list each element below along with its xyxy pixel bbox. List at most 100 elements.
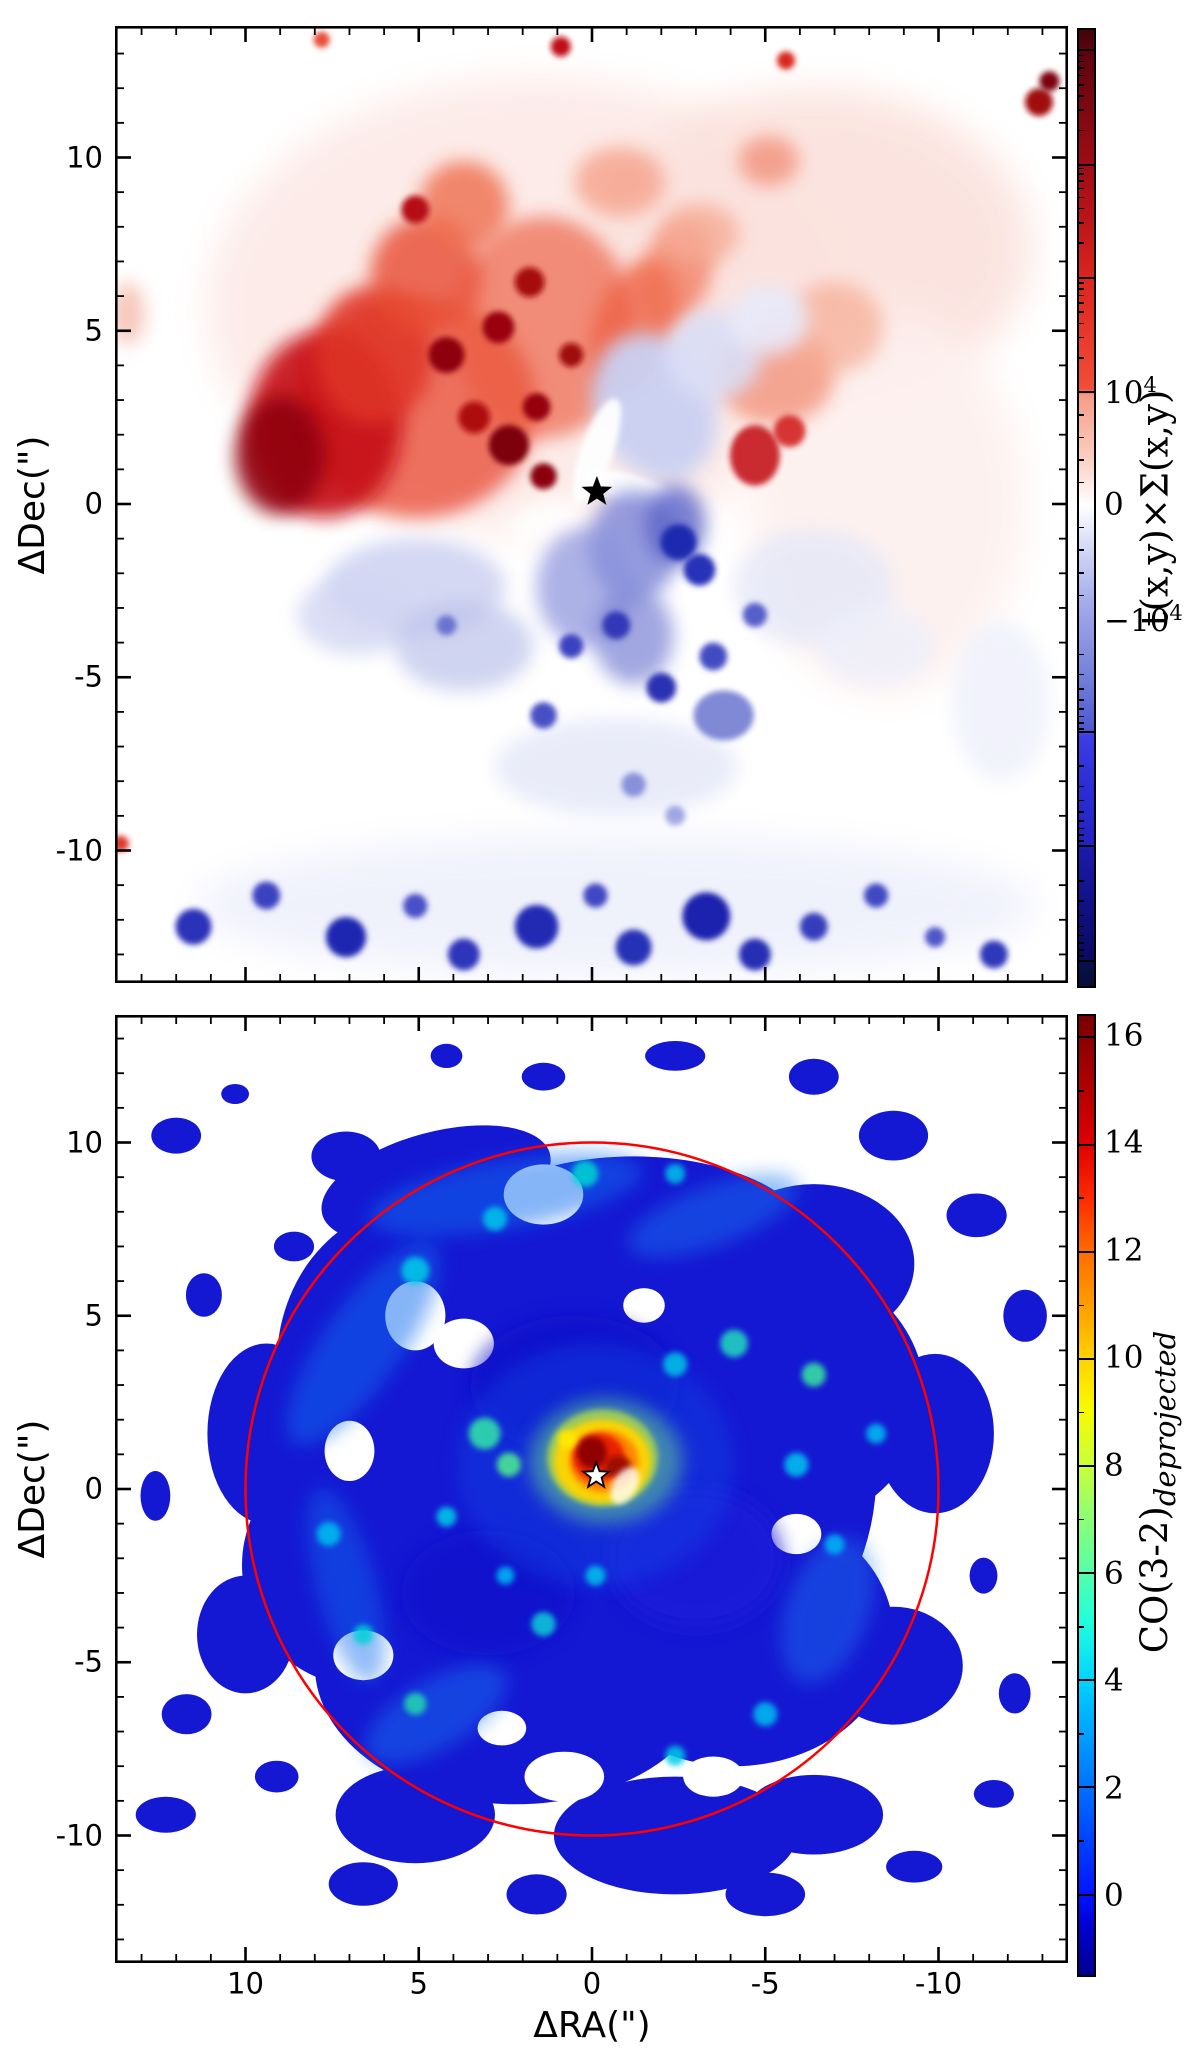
colorbar-minor-tick	[1079, 54, 1084, 57]
colorbar-segment-line	[1079, 1143, 1094, 1146]
top-ytick-label: 0	[84, 486, 103, 521]
bottom-ytick-label: 10	[66, 1125, 103, 1159]
top-ytick-label: -5	[74, 659, 103, 694]
colorbar-minor-tick	[1079, 900, 1084, 902]
colorbar-minor-tick	[1079, 196, 1084, 199]
colorbar-minor-tick	[1079, 173, 1084, 175]
top-colorbar-tick-label: −104	[1104, 601, 1183, 640]
colorbar-minor-tick	[1079, 827, 1084, 830]
bottom-colorbar-tick-label: 16	[1104, 1017, 1144, 1054]
torque-map-panel	[115, 26, 1068, 983]
colorbar-minor-tick	[1079, 699, 1084, 701]
colorbar-minor-tick	[1079, 688, 1084, 690]
colorbar-minor-tick	[1079, 1197, 1084, 1199]
colorbar-minor-tick	[1079, 914, 1084, 917]
colorbar-minor-tick	[1079, 765, 1084, 767]
bottom-y-axis-label: ΔDec(")	[12, 1419, 53, 1559]
colorbar-minor-tick	[1079, 83, 1084, 86]
colorbar-minor-tick	[1079, 1090, 1084, 1092]
colorbar-minor-tick	[1079, 109, 1084, 111]
colorbar-minor-tick	[1079, 880, 1084, 882]
colorbar-segment-line	[1079, 163, 1094, 166]
top-y-axis-label: ΔDec(")	[12, 435, 53, 575]
colorbar-minor-tick	[1079, 311, 1084, 314]
colorbar-minor-tick	[1079, 242, 1084, 244]
galaxy-center-star-marker	[581, 475, 613, 505]
colorbar-segment-line	[1079, 960, 1094, 963]
galaxy-center-star-marker	[580, 1459, 612, 1489]
colorbar-minor-tick	[1079, 1304, 1084, 1307]
aperture-circle-overlay	[244, 1141, 940, 1837]
colorbar-minor-tick	[1079, 785, 1084, 788]
colorbar-segment-line	[1079, 49, 1094, 52]
bottom-xtick-label: 10	[227, 1966, 264, 2001]
colorbar-minor-tick	[1079, 722, 1084, 725]
colorbar-minor-tick	[1079, 840, 1084, 842]
colorbar-segment-line	[1079, 1465, 1094, 1468]
colorbar-minor-tick	[1079, 1411, 1084, 1414]
colorbar-minor-tick	[1079, 1840, 1084, 1842]
colorbar-minor-tick	[1079, 673, 1084, 676]
co-intensity-map-panel	[115, 1015, 1068, 1963]
colorbar-minor-tick	[1079, 949, 1084, 951]
colorbar-minor-tick	[1079, 459, 1084, 461]
colorbar-minor-tick	[1079, 414, 1084, 416]
colorbar-segment-line	[1079, 1679, 1094, 1682]
colorbar-minor-tick	[1079, 925, 1084, 928]
colorbar-minor-tick	[1079, 436, 1084, 439]
bottom-ytick-label: 0	[84, 1471, 103, 1506]
top-colorbar-label: t(x,y)×Σ(x,y)	[1133, 389, 1177, 627]
colorbar-minor-tick	[1079, 934, 1084, 937]
bottom-colorbar-tick-label: 14	[1104, 1124, 1144, 1161]
bottom-colorbar-tick-label: 2	[1104, 1770, 1124, 1807]
colorbar-minor-tick	[1079, 1518, 1084, 1521]
colorbar-segment-line	[1079, 391, 1094, 394]
colorbar-minor-tick	[1079, 167, 1084, 170]
colorbar-minor-tick	[1079, 799, 1084, 802]
colorbar-minor-tick	[1079, 942, 1084, 944]
colorbar-minor-tick	[1079, 653, 1084, 656]
top-colorbar-tick-label: 0	[1104, 486, 1124, 523]
top-ytick-label: 5	[84, 313, 103, 348]
bottom-colorbar-label-main: CO(3-2)	[1132, 1506, 1176, 1654]
map-top-blobs	[115, 31, 1060, 976]
colorbar-minor-tick	[1079, 207, 1084, 210]
colorbar-minor-tick	[1079, 294, 1084, 297]
colorbar-minor-tick	[1079, 1733, 1084, 1735]
bottom-colorbar-tick-label: 10	[1104, 1339, 1144, 1376]
colorbar-minor-tick	[1079, 222, 1084, 224]
colorbar-minor-tick	[1079, 288, 1084, 290]
bottom-colorbar-tick-label: 4	[1104, 1662, 1124, 1699]
top-ytick-label: -10	[55, 833, 103, 867]
colorbar-minor-tick	[1079, 180, 1084, 182]
bottom-colorbar-label-subscript: deprojected	[1148, 1330, 1183, 1507]
colorbar-minor-tick	[1079, 357, 1084, 359]
colorbar-minor-tick	[1079, 572, 1084, 574]
bottom-xtick-label: 0	[582, 1966, 602, 2001]
top-colorbar-gradient	[1079, 30, 1094, 986]
colorbar-minor-tick	[1079, 336, 1084, 339]
colorbar-minor-tick	[1079, 95, 1084, 97]
top-colorbar-tick-label: 104	[1104, 372, 1157, 411]
colorbar-segment-line	[1079, 730, 1094, 733]
colorbar-minor-tick	[1079, 834, 1084, 836]
colorbar-minor-tick	[1079, 129, 1084, 132]
colorbar-minor-tick	[1079, 526, 1084, 529]
colorbar-minor-tick	[1079, 715, 1084, 718]
colorbar-segment-line	[1079, 845, 1094, 848]
bottom-ytick-label: -10	[55, 1818, 103, 1852]
bottom-colorbar-tick-label: 12	[1104, 1232, 1144, 1269]
bottom-ytick-label: 5	[84, 1298, 103, 1333]
colorbar-minor-tick	[1079, 322, 1084, 325]
bottom-ytick-label: -5	[74, 1644, 103, 1679]
colorbar-segment-line	[1079, 1036, 1094, 1039]
colorbar-segment-line	[1079, 1786, 1094, 1789]
colorbar-minor-tick	[1079, 810, 1084, 813]
bottom-colorbar-tick-label: 8	[1104, 1447, 1124, 1484]
colorbar-minor-tick	[1079, 708, 1084, 710]
colorbar-segment-line	[1079, 1357, 1094, 1360]
colorbar-minor-tick	[1079, 74, 1084, 77]
bottom-xtick-label: -5	[750, 1966, 780, 2001]
colorbar-minor-tick	[1079, 594, 1084, 597]
